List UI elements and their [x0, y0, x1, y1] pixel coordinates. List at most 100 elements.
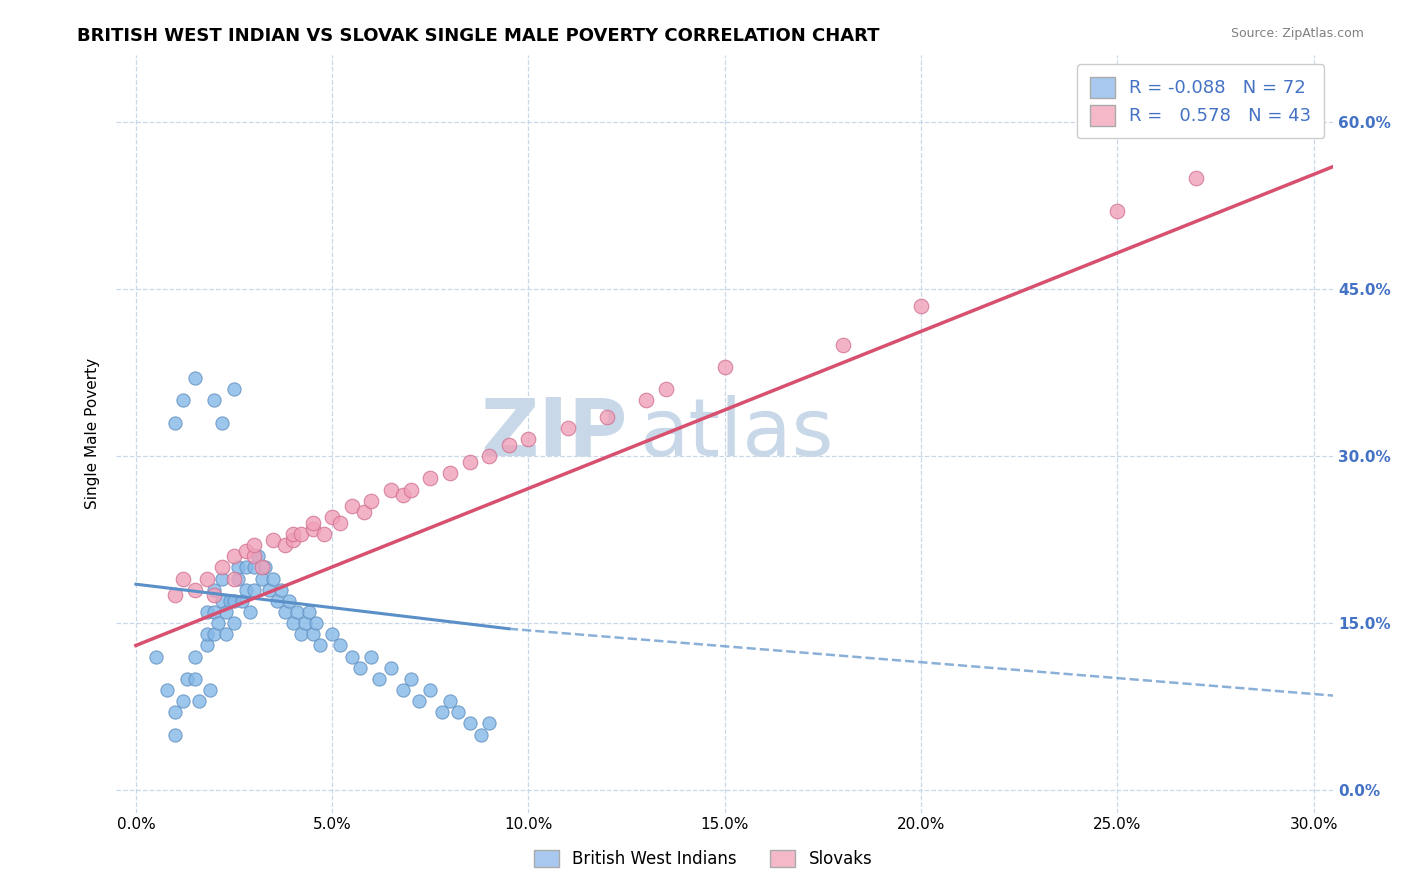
Point — [250, 560, 273, 574]
Point — [172, 572, 194, 586]
Point — [478, 716, 501, 731]
Point — [211, 560, 233, 574]
Point — [211, 594, 233, 608]
Point — [321, 627, 343, 641]
Point — [204, 582, 226, 597]
Point — [281, 616, 304, 631]
Point — [204, 605, 226, 619]
Point — [713, 359, 735, 374]
Point — [314, 527, 336, 541]
Point — [211, 416, 233, 430]
Point — [165, 728, 187, 742]
Point — [380, 661, 402, 675]
Point — [242, 538, 264, 552]
Point — [270, 582, 292, 597]
Point — [242, 560, 264, 574]
Point — [447, 706, 470, 720]
Point — [301, 516, 323, 530]
Point — [655, 382, 678, 396]
Point — [305, 616, 328, 631]
Point — [176, 672, 198, 686]
Point — [340, 500, 363, 514]
Point — [399, 483, 422, 497]
Point — [278, 594, 301, 608]
Point — [222, 572, 245, 586]
Point — [219, 594, 242, 608]
Point — [195, 572, 218, 586]
Point — [517, 433, 540, 447]
Point — [321, 510, 343, 524]
Point — [242, 549, 264, 564]
Point — [290, 527, 312, 541]
Point — [226, 560, 249, 574]
Point — [910, 299, 932, 313]
Point — [340, 649, 363, 664]
Point — [636, 393, 658, 408]
Point — [294, 616, 316, 631]
Point — [281, 527, 304, 541]
Point — [439, 466, 461, 480]
Point — [498, 438, 520, 452]
Point — [262, 533, 284, 547]
Point — [596, 410, 619, 425]
Point — [204, 627, 226, 641]
Point — [254, 560, 277, 574]
Point — [301, 627, 323, 641]
Legend: British West Indians, Slovaks: British West Indians, Slovaks — [527, 843, 879, 875]
Point — [239, 605, 262, 619]
Point — [329, 516, 352, 530]
Point — [392, 683, 415, 698]
Point — [172, 694, 194, 708]
Point — [349, 661, 371, 675]
Point — [419, 471, 441, 485]
Point — [408, 694, 430, 708]
Point — [285, 605, 308, 619]
Point — [235, 582, 257, 597]
Point — [195, 605, 218, 619]
Point — [439, 694, 461, 708]
Point — [226, 572, 249, 586]
Point — [211, 572, 233, 586]
Point — [184, 371, 207, 385]
Point — [184, 649, 207, 664]
Point — [557, 421, 579, 435]
Point — [298, 605, 321, 619]
Point — [235, 560, 257, 574]
Point — [301, 522, 323, 536]
Text: Source: ZipAtlas.com: Source: ZipAtlas.com — [1230, 27, 1364, 40]
Point — [831, 337, 853, 351]
Point — [419, 683, 441, 698]
Point — [1107, 204, 1129, 219]
Text: ZIP: ZIP — [481, 395, 627, 473]
Point — [156, 683, 179, 698]
Point — [184, 582, 207, 597]
Point — [204, 588, 226, 602]
Point — [360, 649, 382, 664]
Point — [266, 594, 288, 608]
Point — [392, 488, 415, 502]
Point — [215, 627, 238, 641]
Point — [430, 706, 453, 720]
Point — [368, 672, 391, 686]
Point — [399, 672, 422, 686]
Point — [274, 538, 297, 552]
Text: BRITISH WEST INDIAN VS SLOVAK SINGLE MALE POVERTY CORRELATION CHART: BRITISH WEST INDIAN VS SLOVAK SINGLE MAL… — [77, 27, 880, 45]
Point — [478, 449, 501, 463]
Point — [274, 605, 297, 619]
Point — [195, 627, 218, 641]
Point — [262, 572, 284, 586]
Legend: R = -0.088   N = 72, R =   0.578   N = 43: R = -0.088 N = 72, R = 0.578 N = 43 — [1077, 64, 1324, 138]
Point — [235, 543, 257, 558]
Point — [250, 572, 273, 586]
Point — [184, 672, 207, 686]
Point — [172, 393, 194, 408]
Point — [353, 505, 375, 519]
Point — [222, 616, 245, 631]
Point — [165, 588, 187, 602]
Point — [222, 549, 245, 564]
Point — [215, 605, 238, 619]
Point — [200, 683, 222, 698]
Point — [165, 416, 187, 430]
Point — [290, 627, 312, 641]
Point — [458, 716, 481, 731]
